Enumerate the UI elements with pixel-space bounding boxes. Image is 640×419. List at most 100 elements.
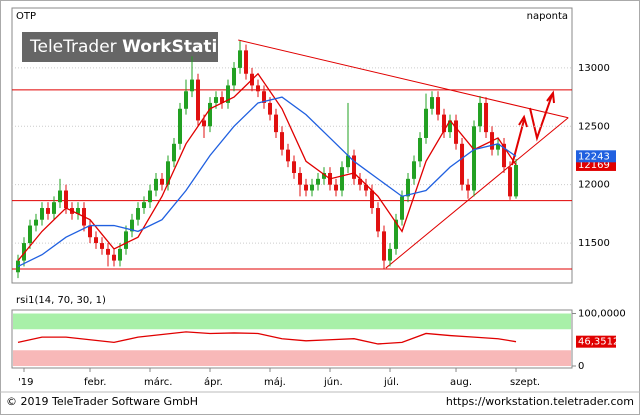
candle-body bbox=[118, 248, 123, 261]
candle-body bbox=[58, 190, 63, 203]
candle-body bbox=[424, 108, 429, 138]
candle-body bbox=[106, 248, 111, 255]
candle-body bbox=[130, 219, 135, 232]
watermark-box bbox=[22, 32, 218, 62]
indicator-line bbox=[17, 72, 517, 261]
candle-body bbox=[454, 120, 459, 144]
last-value-label: 12243 bbox=[578, 151, 610, 162]
candle-body bbox=[190, 79, 195, 92]
candle-body bbox=[382, 231, 387, 261]
candle-body bbox=[238, 50, 243, 68]
last-value-box bbox=[576, 335, 616, 348]
x-tick-label: ápr. bbox=[204, 376, 223, 388]
candle-body bbox=[430, 97, 435, 109]
candle-body bbox=[484, 102, 489, 133]
x-tick-label: máj. bbox=[264, 376, 286, 388]
candle-body bbox=[274, 114, 279, 133]
candle-body bbox=[88, 225, 93, 238]
candle-body bbox=[94, 237, 99, 244]
candle-body bbox=[400, 196, 405, 220]
candle-body bbox=[148, 190, 153, 203]
x-tick-label: febr. bbox=[84, 377, 106, 388]
candle-body bbox=[160, 178, 165, 185]
indicator-line bbox=[17, 96, 517, 268]
candle-body bbox=[28, 225, 33, 244]
candle-body bbox=[262, 91, 267, 103]
rsi-title: rsi1(14, 70, 30, 1) bbox=[16, 295, 106, 306]
watermark: TeleTrader WorkStation bbox=[29, 37, 241, 57]
rsi-band bbox=[13, 350, 571, 367]
candle-body bbox=[436, 97, 441, 115]
candle-body bbox=[502, 143, 507, 168]
candle-body bbox=[226, 85, 231, 103]
candle-body bbox=[166, 161, 171, 185]
candle-body bbox=[142, 202, 147, 209]
candle-body bbox=[340, 167, 345, 191]
candle-body bbox=[286, 149, 291, 162]
candle-body bbox=[472, 126, 477, 191]
candle-body bbox=[64, 190, 69, 209]
candle-body bbox=[466, 184, 471, 191]
candle-body bbox=[292, 161, 297, 173]
copyright: © 2019 TeleTrader Software GmbH bbox=[6, 395, 198, 408]
candle-body bbox=[154, 178, 159, 191]
candle-body bbox=[172, 143, 177, 162]
candle-body bbox=[406, 178, 411, 197]
candle-body bbox=[352, 155, 357, 179]
trend-line bbox=[238, 39, 569, 119]
chart-title: OTP bbox=[16, 11, 36, 22]
rsi-band bbox=[13, 313, 571, 330]
x-tick-label: júl. bbox=[383, 376, 399, 388]
candle-body bbox=[370, 190, 375, 209]
y-tick-label: 12000 bbox=[578, 180, 610, 191]
candle-body bbox=[178, 108, 183, 144]
candle-body bbox=[460, 143, 465, 185]
candle-body bbox=[388, 248, 393, 261]
candle-body bbox=[208, 102, 213, 127]
candle-body bbox=[508, 167, 513, 197]
candle-body bbox=[310, 184, 315, 191]
candle-body bbox=[184, 91, 189, 109]
trend-line bbox=[385, 117, 569, 269]
candle-body bbox=[256, 85, 261, 92]
candle-body bbox=[124, 231, 129, 249]
candle-body bbox=[196, 79, 201, 121]
forecast-arrows bbox=[511, 90, 555, 166]
candle-body bbox=[442, 114, 447, 133]
candle-body bbox=[322, 173, 327, 179]
candle-body bbox=[334, 184, 339, 191]
y-tick-label: 11500 bbox=[578, 238, 610, 249]
candle-body bbox=[136, 208, 141, 220]
period: naponta bbox=[527, 11, 568, 22]
last-value-label: 46,3512 bbox=[578, 337, 619, 348]
candle-body bbox=[220, 97, 225, 103]
candle-body bbox=[46, 208, 51, 214]
candle-body bbox=[280, 132, 285, 150]
candle-body bbox=[112, 254, 117, 261]
candle-body bbox=[268, 102, 273, 115]
candle-body bbox=[244, 50, 249, 74]
candle-body bbox=[22, 243, 27, 261]
candle-body bbox=[412, 161, 417, 179]
x-tick-label: szept. bbox=[510, 377, 540, 388]
x-tick-label: aug. bbox=[450, 377, 472, 388]
url: https://workstation.teletrader.com bbox=[446, 395, 634, 408]
indicator-line bbox=[17, 331, 517, 345]
candle-body bbox=[496, 143, 501, 150]
y-tick-label: 100,0000 bbox=[578, 309, 626, 320]
candle-body bbox=[304, 184, 309, 191]
candle-body bbox=[376, 208, 381, 232]
candle-body bbox=[52, 202, 57, 214]
candle-body bbox=[34, 219, 39, 226]
x-tick-label: '19 bbox=[18, 377, 33, 388]
candle-body bbox=[40, 208, 45, 220]
y-tick-label: 0 bbox=[578, 361, 584, 372]
candle-body bbox=[298, 173, 303, 185]
candle-body bbox=[448, 120, 453, 133]
candle-body bbox=[202, 120, 207, 127]
y-tick-label: 13000 bbox=[578, 63, 610, 74]
candle-body bbox=[214, 97, 219, 103]
candle-body bbox=[346, 155, 351, 168]
candle-body bbox=[232, 67, 237, 86]
